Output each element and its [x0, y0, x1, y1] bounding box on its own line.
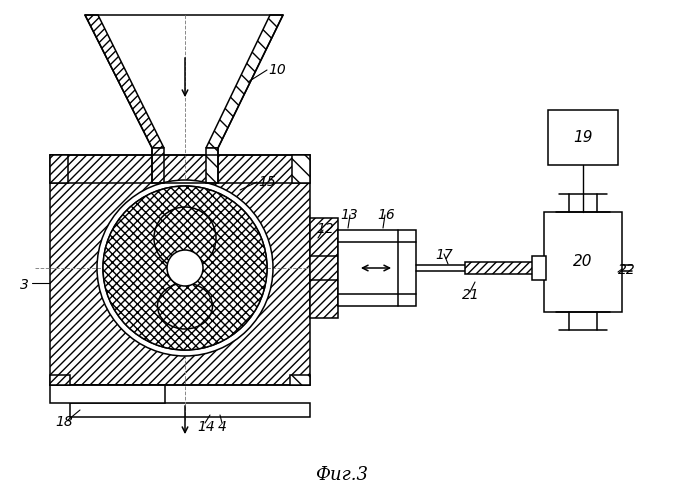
Bar	[338, 230, 416, 306]
Bar	[290, 375, 310, 385]
Text: 4: 4	[218, 420, 227, 434]
Bar	[465, 262, 535, 274]
Circle shape	[103, 186, 267, 350]
Bar	[70, 403, 310, 417]
Text: 14: 14	[197, 420, 214, 434]
Bar	[548, 110, 618, 165]
Bar	[50, 385, 165, 403]
Circle shape	[103, 186, 267, 350]
Bar	[50, 155, 310, 385]
Polygon shape	[206, 15, 283, 148]
Circle shape	[97, 180, 273, 356]
Polygon shape	[152, 148, 164, 183]
Circle shape	[104, 187, 266, 349]
Bar	[50, 155, 68, 183]
Text: Фиг.3: Фиг.3	[316, 466, 369, 484]
Bar	[50, 375, 70, 385]
Bar	[292, 155, 310, 183]
Text: 21: 21	[462, 288, 479, 302]
Text: 22: 22	[618, 263, 636, 277]
Text: 3: 3	[20, 278, 29, 292]
Bar	[310, 218, 338, 318]
Bar	[544, 212, 622, 312]
Text: 20: 20	[573, 254, 593, 270]
Text: 18: 18	[55, 415, 73, 429]
Bar	[532, 256, 546, 280]
Text: 10: 10	[268, 63, 285, 77]
Text: 16: 16	[377, 208, 395, 222]
Polygon shape	[206, 148, 218, 183]
Text: 17: 17	[435, 248, 453, 262]
Text: 15: 15	[258, 175, 276, 189]
Text: 13: 13	[340, 208, 358, 222]
Circle shape	[167, 250, 203, 286]
Polygon shape	[85, 15, 164, 148]
Text: 19: 19	[573, 130, 593, 145]
Text: 12: 12	[316, 222, 334, 236]
